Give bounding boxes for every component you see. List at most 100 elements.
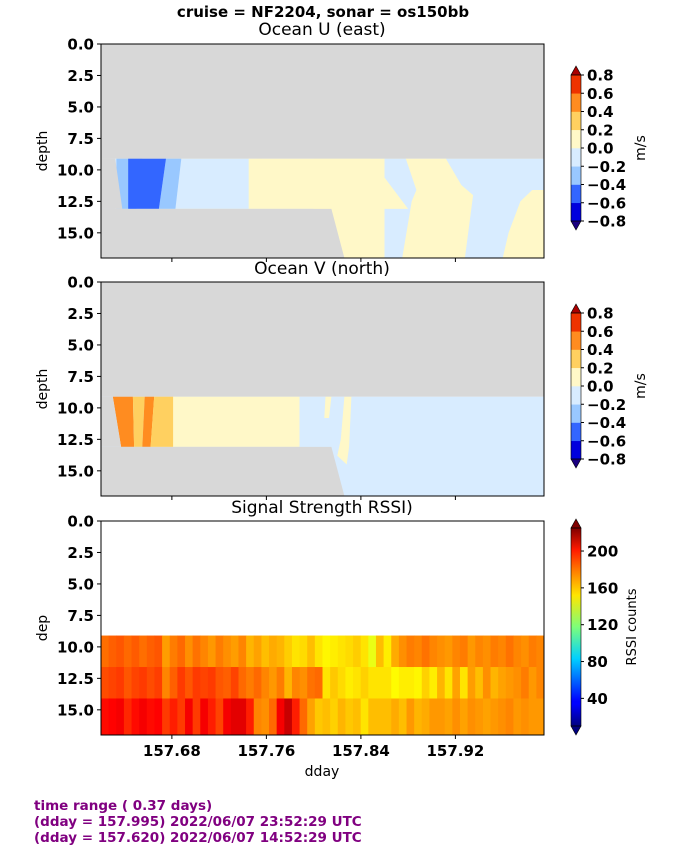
rssi-cell xyxy=(223,698,232,735)
colorbar-label: m/s xyxy=(633,373,649,399)
rssi-cell xyxy=(261,667,270,699)
rssi-cell xyxy=(429,698,438,735)
rssi-cell xyxy=(123,635,133,668)
y-tick-label: 10.0 xyxy=(57,399,94,417)
rssi-cell xyxy=(322,667,331,699)
rssi-cell xyxy=(207,667,217,699)
rssi-cell xyxy=(101,698,110,735)
rssi-cell xyxy=(475,667,484,699)
colorbar-gradient xyxy=(571,528,581,726)
rssi-cell xyxy=(230,667,240,699)
colorbar-extend-min xyxy=(570,725,582,736)
rssi-cell xyxy=(269,698,278,735)
velocity-region xyxy=(337,396,352,465)
rssi-cell xyxy=(459,667,469,699)
rssi-cell xyxy=(360,667,369,699)
rssi-cell xyxy=(261,698,270,735)
rssi-cell xyxy=(490,635,499,668)
footer-line-3: (dday = 157.620) 2022/06/07 14:52:29 UTC xyxy=(34,830,362,846)
rssi-cell xyxy=(116,667,125,699)
panel-ocean-v: Ocean V (north) 0.0 2.5 5.0 7.5 10.0 12.5 15.0… xyxy=(35,259,649,500)
rssi-cell xyxy=(475,635,484,668)
rssi-cell xyxy=(246,698,255,735)
rssi-cell xyxy=(131,635,140,668)
rssi-cell xyxy=(162,698,171,735)
colorbar-tick-label: 120 xyxy=(587,616,618,634)
rssi-cell xyxy=(444,698,453,735)
rssi-cell xyxy=(291,698,301,735)
rssi-cell xyxy=(307,667,316,699)
rssi-cell xyxy=(482,698,492,735)
rssi-cell xyxy=(345,635,354,668)
y-tick-label: 15.0 xyxy=(57,701,94,719)
colorbar-tick-label: 0.2 xyxy=(587,359,614,377)
rssi-cell xyxy=(230,698,240,735)
rssi-cell xyxy=(330,635,339,668)
rssi-cell xyxy=(253,698,262,735)
velocity-region xyxy=(158,158,182,209)
rssi-cell xyxy=(299,635,308,668)
y-tick-label: 10.0 xyxy=(57,638,94,656)
rssi-cell xyxy=(215,635,224,668)
rssi-cell xyxy=(116,635,125,668)
velocity-region xyxy=(132,396,145,447)
colorbar-swatch xyxy=(571,440,581,460)
no-data-region xyxy=(101,282,544,397)
rssi-cell xyxy=(368,635,377,668)
colorbar-swatch xyxy=(571,148,581,167)
colorbar-tick-label: 0.8 xyxy=(587,67,614,85)
plot-frame-u xyxy=(100,43,545,259)
colorbar-tick-label: −0.2 xyxy=(587,396,626,414)
rssi-cell xyxy=(375,698,385,735)
rssi-cell xyxy=(230,635,240,668)
rssi-cell xyxy=(505,698,515,735)
y-tick-label: 5.0 xyxy=(67,336,94,354)
rssi-cell xyxy=(528,635,537,668)
rssi-cell xyxy=(108,698,117,735)
rssi-cell xyxy=(200,698,209,735)
rssi-cell xyxy=(521,667,530,699)
rssi-cell xyxy=(360,698,369,735)
rssi-cell xyxy=(314,698,324,735)
rssi-cell xyxy=(452,635,461,668)
rssi-cell xyxy=(223,667,232,699)
rssi-cell xyxy=(177,667,186,699)
rssi-cell xyxy=(238,698,247,735)
no-data-region xyxy=(101,446,345,496)
colorbar-label: RSSI counts xyxy=(625,588,640,665)
colorbar-tick-label: −0.8 xyxy=(587,213,626,231)
rssi-cell xyxy=(177,635,186,668)
x-tick-label: 157.76 xyxy=(237,742,295,760)
colorbar-tick-label: 0.0 xyxy=(587,140,614,158)
colorbar-swatch xyxy=(571,93,581,112)
panel-title-rssi: Signal Strength RSSI) xyxy=(231,498,413,518)
rssi-cell xyxy=(360,635,369,668)
rssi-cell xyxy=(284,635,293,668)
rssi-cell xyxy=(131,698,140,735)
colorbar-tick-label: 0.8 xyxy=(587,305,614,323)
footer-line-1: time range ( 0.37 days) xyxy=(34,798,213,814)
rssi-cell xyxy=(398,698,408,735)
rssi-cell xyxy=(200,635,209,668)
rssi-cell xyxy=(498,698,507,735)
rssi-cell xyxy=(276,698,285,735)
colorbar-extend-max xyxy=(570,65,582,76)
panel-ocean-u: Ocean U (east) 0.02.55.07.510.012.515.0 … xyxy=(35,20,649,262)
rssi-cell xyxy=(490,667,499,699)
rssi-cell xyxy=(429,635,438,668)
rssi-cell xyxy=(253,635,262,668)
rssi-cell xyxy=(123,667,133,699)
colorbar-swatch xyxy=(571,313,581,332)
rssi-cell xyxy=(498,667,507,699)
panel-rssi: Signal Strength RSSI) 0.0 2.5 5.0 7.5 10.0 12… xyxy=(35,498,640,780)
rssi-cell xyxy=(146,667,156,699)
rssi-cell xyxy=(185,635,194,668)
y-tick-label: 7.5 xyxy=(67,130,94,148)
rssi-cell xyxy=(192,698,201,735)
colorbar-tick-label: 0.0 xyxy=(587,378,614,396)
rssi-cell xyxy=(337,635,347,668)
rssi-cell xyxy=(116,698,125,735)
rssi-cell xyxy=(398,667,408,699)
rssi-cell xyxy=(444,667,453,699)
rssi-cell xyxy=(215,698,224,735)
